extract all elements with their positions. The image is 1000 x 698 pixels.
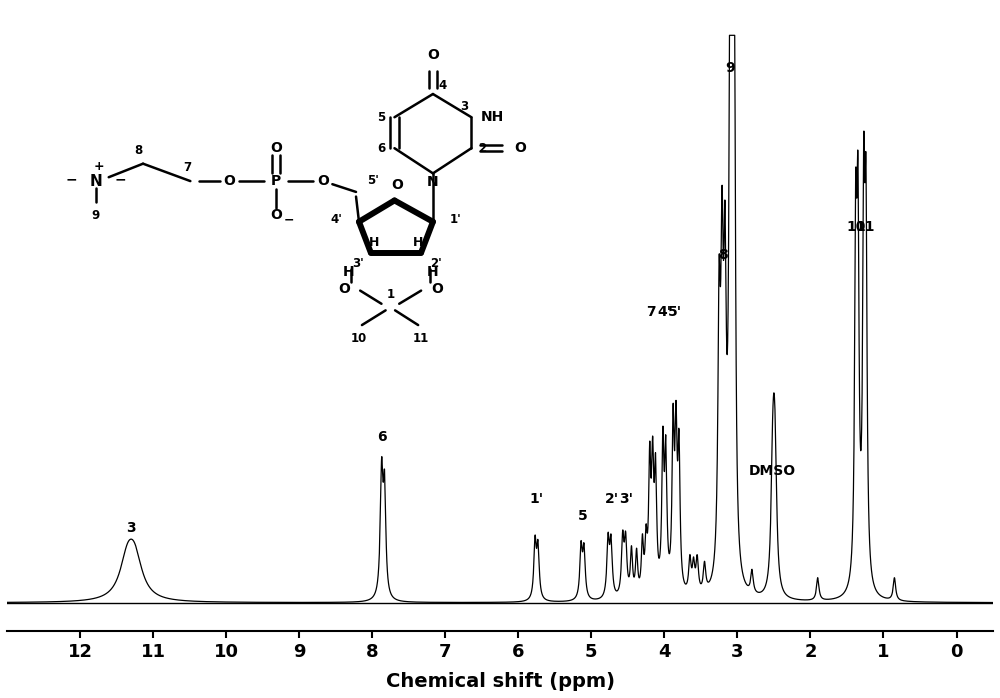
Text: DMSO: DMSO (749, 464, 796, 478)
Text: 6: 6 (377, 430, 386, 444)
X-axis label: Chemical shift (ppm): Chemical shift (ppm) (386, 672, 614, 691)
Text: 7: 7 (646, 305, 656, 319)
Text: 5': 5' (668, 305, 682, 319)
Text: 9: 9 (725, 61, 735, 75)
Text: 3': 3' (619, 492, 633, 506)
Text: 8: 8 (718, 248, 728, 262)
Text: 5: 5 (578, 510, 587, 524)
Text: 10: 10 (846, 220, 865, 234)
Text: 3: 3 (126, 521, 136, 535)
Text: 1': 1' (529, 492, 544, 506)
Text: 11: 11 (855, 220, 875, 234)
Text: 4': 4' (657, 305, 671, 319)
Text: 2': 2' (605, 492, 619, 506)
